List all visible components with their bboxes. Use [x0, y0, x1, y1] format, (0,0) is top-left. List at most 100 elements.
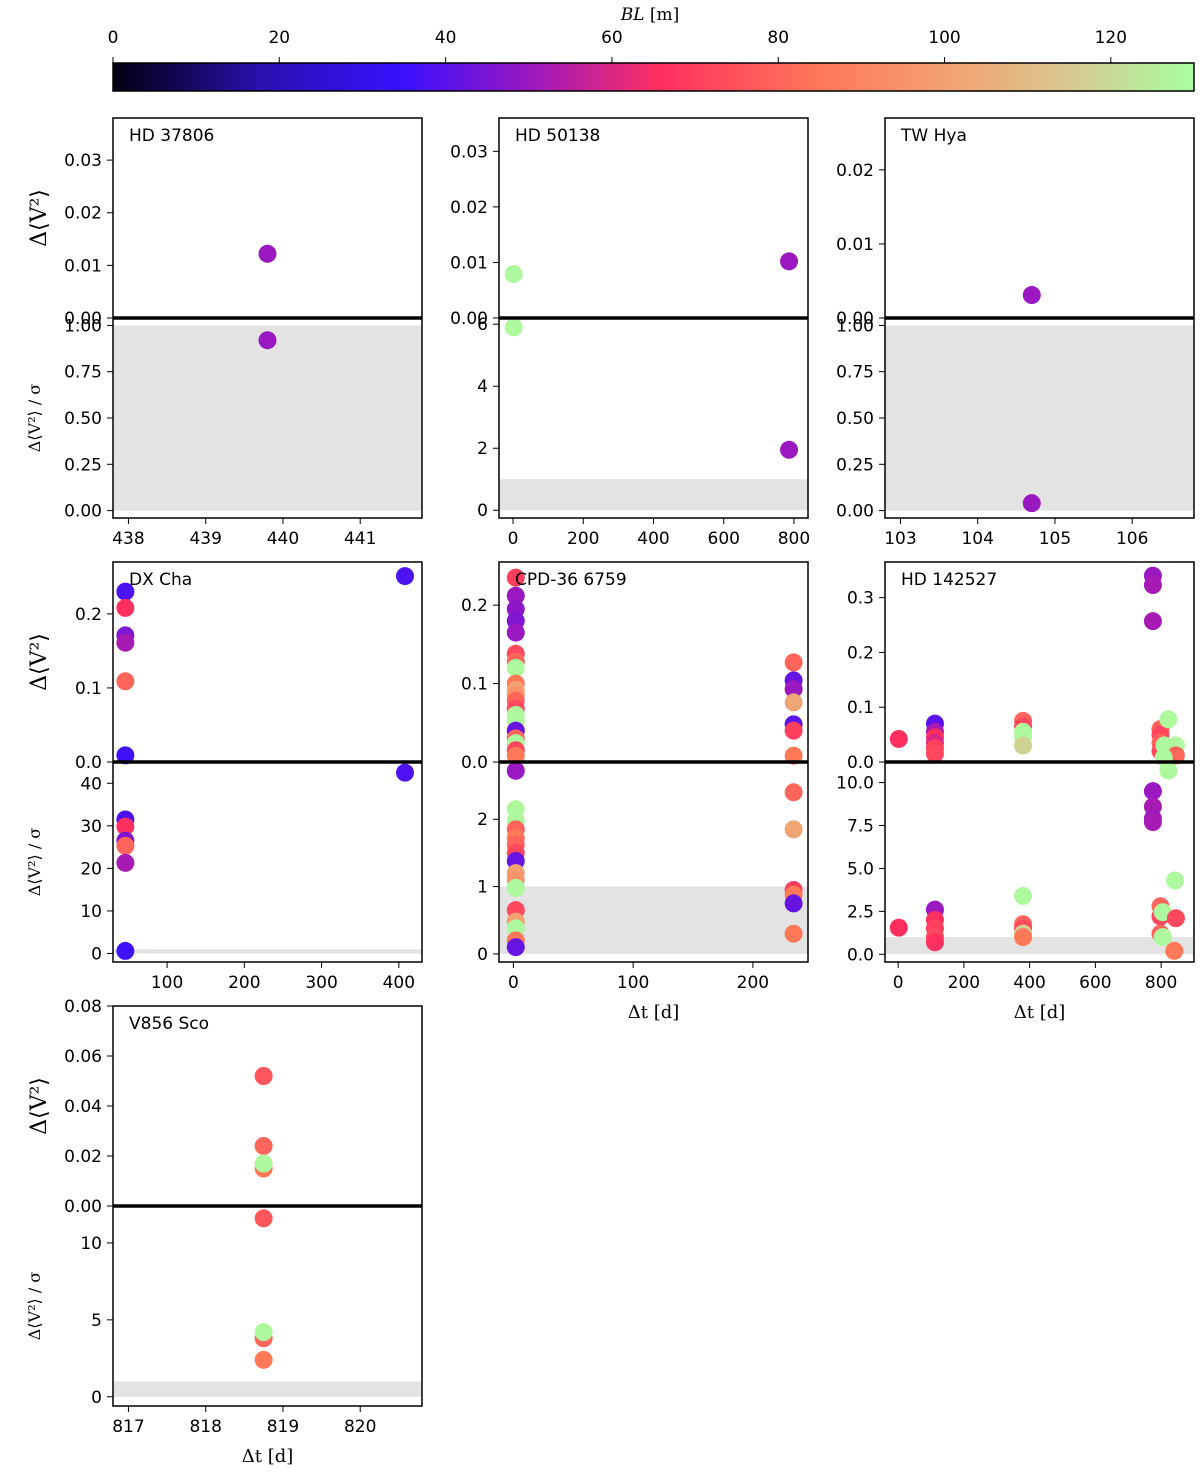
data-point — [1165, 871, 1184, 890]
data-point — [116, 598, 135, 617]
significance-band — [113, 949, 422, 954]
x-tick-label: 0 — [508, 973, 519, 993]
y-tick-label: 0.02 — [64, 204, 102, 224]
y-tick-label: 0.25 — [64, 455, 102, 475]
y-tick-label: 0.0 — [847, 753, 874, 773]
data-point — [396, 763, 415, 782]
y-tick-label: 10 — [80, 1234, 102, 1254]
colorbar-label-unit: [m] — [650, 5, 679, 25]
data-point — [506, 878, 525, 897]
data-point — [784, 721, 803, 740]
data-point — [1022, 494, 1041, 513]
y-tick-label: 0.2 — [461, 596, 488, 616]
data-point — [784, 924, 803, 943]
y-tick-label: 0.50 — [64, 409, 102, 429]
y-tick-label: 0.04 — [64, 1097, 102, 1117]
y-tick-label: 10 — [80, 902, 102, 922]
data-point — [254, 1209, 273, 1228]
y-tick-label: 0 — [477, 501, 488, 521]
y-tick-label: 0 — [91, 1388, 102, 1408]
x-tick-label: 104 — [961, 529, 993, 549]
data-point — [504, 265, 523, 284]
data-point — [784, 693, 803, 712]
colorbar: BL [m] 0 20 40 60 80 100 120 — [108, 5, 1195, 92]
x-tick-label: 441 — [344, 529, 376, 549]
y-tick-label: 4 — [477, 377, 488, 397]
data-point — [1153, 928, 1172, 947]
data-point — [506, 568, 525, 587]
panel-v856-sco: 0.00 0.02 0.04 0.06 0.08 0 5 10 817 818 819 820 V856… — [25, 997, 423, 1467]
significance-band — [113, 1381, 422, 1397]
panel-title: CPD-36 6759 — [515, 570, 627, 590]
y-tick-label: 30 — [80, 817, 102, 837]
y-label-normalized: Δ⟨V²⟩ / σ — [25, 384, 44, 453]
data-point — [1143, 612, 1162, 631]
colorbar-tick-label: 120 — [1095, 28, 1127, 48]
significance-band — [885, 937, 1194, 955]
data-point — [254, 1350, 273, 1369]
y-tick-label: 0.06 — [64, 1047, 102, 1067]
x-axis-label: Δt [d] — [1014, 1002, 1066, 1023]
panel-hd-37806: 0.00 0.01 0.02 0.03 0.00 0.25 0.50 0.75 1.00 438 4… — [25, 117, 423, 549]
x-tick-label: 439 — [189, 529, 221, 549]
y-tick-label: 0 — [477, 945, 488, 965]
data-point — [254, 1137, 273, 1155]
x-tick-label: 600 — [708, 529, 740, 549]
y-tick-label: 2 — [477, 810, 488, 830]
data-point — [258, 331, 277, 350]
data-point — [116, 633, 135, 652]
y-tick-label: 0.0 — [75, 753, 102, 773]
panel-title: HD 37806 — [129, 126, 214, 146]
x-tick-label: 817 — [112, 1417, 144, 1437]
data-point — [116, 941, 135, 960]
y-tick-label: 1.00 — [64, 316, 102, 336]
x-tick-label: 400 — [383, 973, 415, 993]
y-tick-label: 0.08 — [64, 997, 102, 1017]
data-point — [116, 582, 135, 601]
data-point — [784, 653, 803, 672]
y-tick-label: 5 — [91, 1311, 102, 1331]
data-point — [1143, 576, 1162, 595]
x-tick-label: 200 — [228, 973, 260, 993]
y-tick-label: 0.00 — [836, 309, 874, 329]
y-tick-label: 20 — [80, 859, 102, 879]
y-tick-label: 1.00 — [836, 316, 874, 336]
y-tick-label: 0.1 — [75, 679, 102, 699]
y-label-delta-v2: Δ⟨V²⟩ — [27, 1077, 52, 1135]
x-tick-label: 200 — [737, 973, 769, 993]
x-tick-label: 103 — [884, 529, 916, 549]
panel-cpd-36-6759: 0.0 0.1 0.2 0 1 2 0 100 200 CPD-36 6759 Δt [d] — [461, 561, 809, 1023]
y-tick-label: 2.5 — [847, 902, 874, 922]
data-point — [116, 853, 135, 872]
data-point — [506, 938, 525, 957]
data-point — [116, 672, 135, 691]
y-tick-label: 2 — [477, 439, 488, 459]
y-tick-label: 0.0 — [847, 945, 874, 965]
data-point — [116, 817, 135, 836]
data-point — [506, 746, 525, 765]
y-tick-label: 0.1 — [847, 698, 874, 718]
data-point — [925, 933, 944, 952]
colorbar-tick-label: 100 — [928, 28, 960, 48]
x-axis-label: Δt [d] — [628, 1002, 680, 1023]
y-tick-label: 0.00 — [64, 1197, 102, 1217]
x-tick-label: 100 — [617, 973, 649, 993]
y-tick-label: 0.75 — [64, 363, 102, 383]
colorbar-tick-label: 20 — [268, 28, 290, 48]
y-tick-label: 5.0 — [847, 859, 874, 879]
data-point — [254, 1067, 273, 1085]
y-label-normalized: Δ⟨V²⟩ / σ — [25, 828, 44, 897]
y-tick-label: 0.01 — [450, 253, 488, 273]
x-tick-label: 400 — [1013, 973, 1045, 993]
panel-tw-hya: 0.00 0.01 0.02 0.00 0.25 0.50 0.75 1.00 103 104 10… — [836, 117, 1195, 549]
y-tick-label: 0.25 — [836, 455, 874, 475]
data-point — [889, 729, 908, 748]
data-point — [1166, 909, 1185, 928]
x-tick-label: 818 — [189, 1417, 221, 1437]
x-tick-label: 0 — [508, 529, 519, 549]
data-point — [1022, 286, 1041, 305]
y-tick-label: 0.01 — [64, 256, 102, 276]
y-tick-label: 0.00 — [64, 502, 102, 522]
colorbar-gradient — [112, 62, 1195, 92]
x-tick-label: 200 — [567, 529, 599, 549]
